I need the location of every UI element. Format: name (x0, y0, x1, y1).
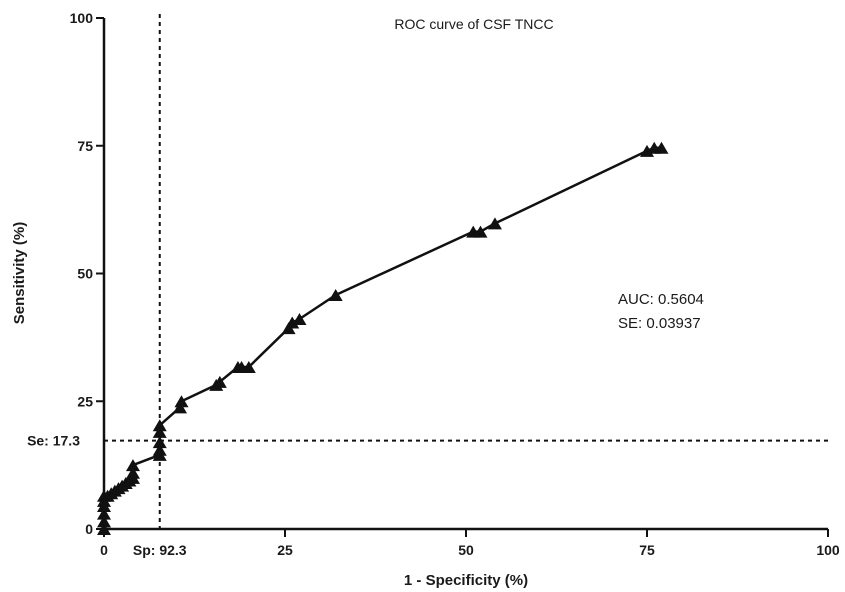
roc-point-marker (125, 459, 140, 472)
se-annotation: SE: 0.03937 (618, 315, 701, 332)
roc-point-marker (487, 217, 502, 230)
roc-point-marker (174, 395, 189, 408)
roc-point-marker (152, 419, 167, 432)
roc-markers (97, 141, 669, 535)
x-tick-label: 100 (816, 542, 840, 558)
roc-point-marker (292, 312, 307, 325)
roc-point-marker (654, 141, 669, 154)
y-tick-label: 50 (77, 266, 93, 282)
roc-point-marker (173, 401, 188, 414)
roc-point-marker (241, 361, 256, 374)
roc-point-marker (152, 436, 167, 449)
x-tick-label: 75 (639, 542, 655, 558)
roc-curve-line (102, 146, 662, 529)
x-axis-ticks: 0 25 50 75 100 (100, 529, 840, 558)
x-tick-label: 0 (100, 542, 108, 558)
roc-point-marker (97, 507, 111, 520)
roc-point-marker (152, 443, 167, 456)
roc-point-marker (152, 425, 167, 438)
y-tick-label: 25 (77, 393, 93, 409)
roc-point-marker (212, 375, 227, 388)
roc-point-marker (640, 144, 654, 157)
chart-title: ROC curve of CSF TNCC (394, 16, 553, 32)
x-tick-label: 25 (277, 542, 293, 558)
roc-point-marker (285, 316, 300, 329)
auc-annotation: AUC: 0.5604 (618, 291, 704, 308)
sensitivity-reference-label: Se: 17.3 (27, 433, 80, 449)
x-tick-label: 50 (458, 542, 474, 558)
roc-point-marker (125, 466, 140, 479)
roc-point-marker (97, 515, 111, 528)
y-axis-title: Sensitivity (%) (11, 222, 28, 325)
roc-point-marker (97, 523, 111, 535)
y-axis-ticks: 0 25 50 75 100 (70, 10, 104, 537)
specificity-reference-label: Sp: 92.3 (133, 542, 187, 558)
y-tick-label: 75 (77, 138, 93, 154)
x-axis-title: 1 - Specificity (%) (404, 572, 528, 589)
roc-point-marker (328, 288, 343, 301)
y-tick-label: 100 (70, 10, 94, 26)
y-tick-label: 0 (85, 521, 93, 537)
roc-point-marker (473, 225, 488, 238)
